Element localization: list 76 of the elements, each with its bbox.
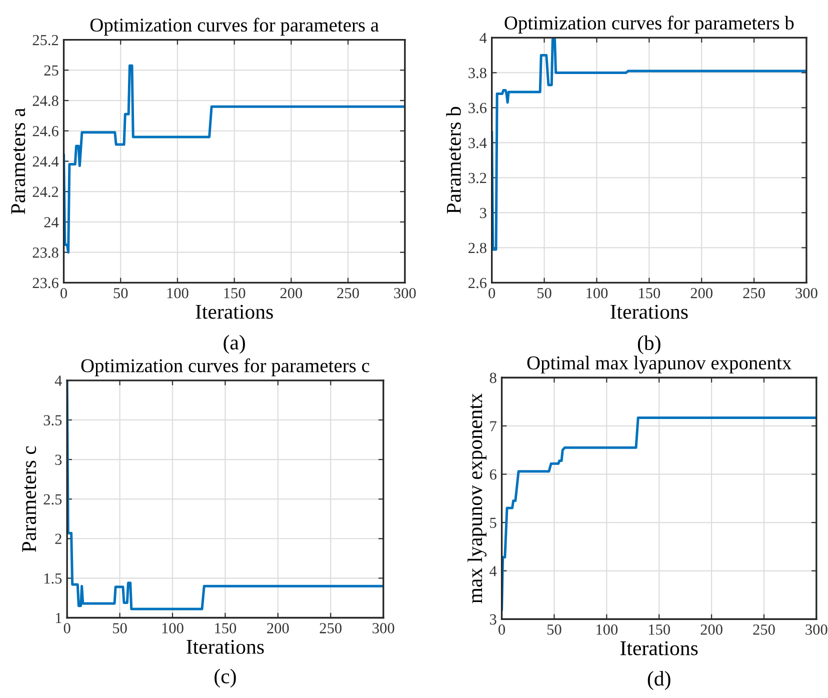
y-axis-title: Parameters c: [22, 446, 36, 552]
x-tick-label: 250: [337, 288, 359, 298]
y-tick-label: 4: [54, 376, 62, 386]
line-series: [64, 64, 405, 254]
x-tick-label: 300: [796, 288, 818, 298]
y-tick-label: 3.8: [468, 68, 486, 78]
y-tick-label: 3: [480, 208, 486, 218]
y-axis-title: Parameters b: [446, 106, 461, 214]
y-tick-label: 5: [490, 518, 496, 528]
x-tick-label: 300: [394, 288, 416, 298]
y-tick-label: 25.2: [32, 34, 58, 46]
x-tick-label: 200: [267, 623, 289, 634]
x-tick-label: 100: [596, 624, 618, 635]
y-tick-label: 3.5: [44, 415, 62, 426]
text: (a): [224, 334, 245, 354]
chart-title: Optimal max lyapunov exponentx: [527, 356, 792, 374]
y-tick-label: 3.2: [468, 172, 486, 184]
y-tick-label: 2.5: [44, 494, 62, 505]
x-tick-label: 0: [498, 624, 506, 635]
x-tick-label: 100: [167, 288, 188, 298]
x-tick-label: 150: [215, 623, 236, 634]
x-tick-label: 200: [700, 624, 722, 635]
y-tick-label: 23.8: [32, 247, 58, 258]
x-tick-label: 50: [114, 288, 128, 298]
y-tick-label: 1: [56, 612, 62, 624]
x-tick-label: 150: [648, 624, 670, 635]
x-tick-label: 50: [113, 623, 127, 634]
y-tick-label: 24: [44, 217, 59, 228]
y-tick-label: 4: [480, 32, 487, 43]
y-tick-label: 24.4: [32, 156, 59, 167]
x-axis-title: Iterations: [610, 304, 688, 319]
x-tick-label: 0: [64, 623, 70, 634]
y-axis-title: Parameters a: [11, 108, 26, 214]
y-tick-label: 1.5: [44, 573, 62, 584]
y-tick-label: 3: [490, 614, 496, 625]
x-tick-label: 150: [639, 288, 660, 298]
y-tick-label: 2.8: [468, 242, 486, 254]
text: (b): [638, 335, 660, 354]
x-tick-label: 250: [320, 623, 342, 634]
x-tick-label: 300: [372, 623, 394, 634]
y-tick-label: 24.2: [32, 186, 58, 198]
text: (c): [214, 668, 236, 688]
text: (d): [648, 671, 670, 690]
x-tick-label: 100: [162, 623, 184, 634]
y-tick-label: 7: [490, 421, 496, 432]
x-tick-label: 250: [743, 288, 765, 298]
y-tick-label: 6: [490, 469, 496, 480]
y-tick-label: 3.6: [468, 102, 487, 114]
chart-title: Optimization curves for parameters c: [81, 358, 370, 376]
x-tick-label: 100: [586, 288, 608, 298]
y-tick-label: 3.4: [468, 138, 487, 148]
y-tick-label: 25: [44, 65, 58, 76]
x-axis-title: Iterations: [196, 304, 273, 319]
y-axis-title: max lyapunov exponentx: [468, 393, 486, 604]
x-tick-label: 200: [280, 288, 302, 298]
y-tick-label: 4: [490, 566, 497, 576]
x-tick-label: 250: [753, 624, 775, 635]
chart-title: Optimization curves for parameters a: [90, 18, 379, 36]
x-tick-label: 200: [690, 288, 712, 298]
y-tick-label: 2: [55, 534, 62, 544]
y-tick-label: 3: [55, 454, 62, 465]
x-axis-title: Iterations: [186, 640, 264, 654]
y-tick-label: 24.8: [32, 96, 58, 106]
line-series: [502, 416, 816, 611]
x-tick-label: 150: [224, 288, 246, 298]
y-tick-label: 2.6: [468, 278, 487, 288]
x-tick-label: 300: [806, 624, 828, 635]
x-tick-label: 0: [488, 288, 496, 298]
y-tick-label: 23.6: [32, 278, 58, 288]
x-tick-label: 50: [538, 288, 552, 298]
y-tick-label: 24.6: [32, 126, 58, 136]
x-axis-title: Iterations: [620, 641, 698, 656]
y-tick-label: 8: [490, 372, 496, 384]
x-tick-label: 0: [60, 288, 67, 298]
chart-title: Optimization curves for parameters b: [504, 16, 794, 34]
x-tick-label: 50: [547, 624, 562, 635]
